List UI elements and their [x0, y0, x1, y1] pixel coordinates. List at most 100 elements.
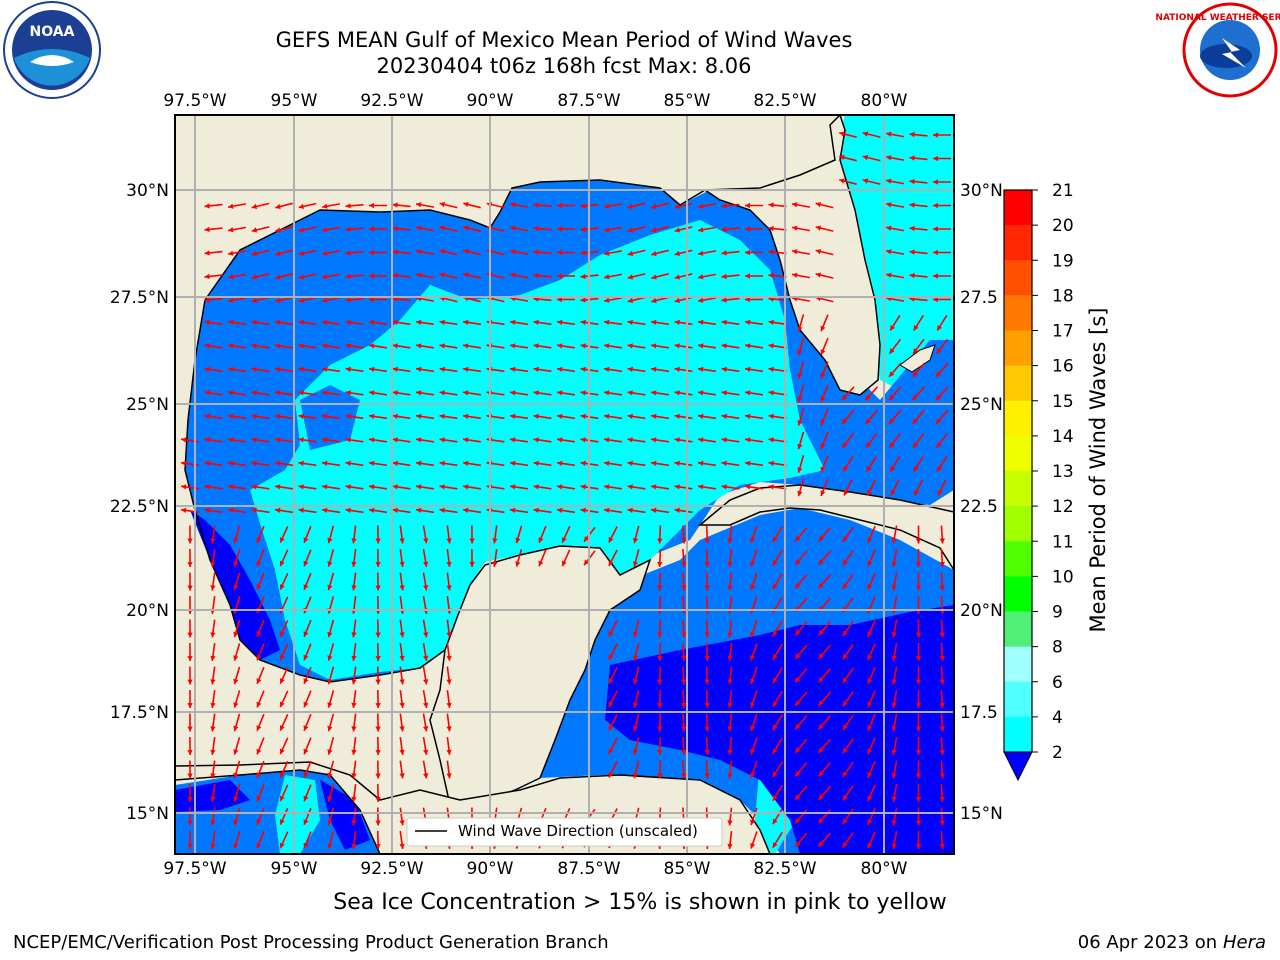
wind-arrow-head	[866, 466, 872, 472]
wind-arrow-head	[889, 348, 895, 354]
wind-arrow-head	[681, 702, 687, 708]
wind-arrow-head	[322, 203, 328, 209]
wind-arrow-head	[210, 632, 216, 638]
wind-arrow-head	[533, 249, 539, 255]
wind-arrow-head	[915, 562, 922, 567]
lat-tick-left-1: 30°N	[126, 181, 169, 201]
wind-arrow-head	[446, 538, 452, 544]
wind-arrow-head	[375, 679, 381, 685]
wind-arrow-head	[298, 437, 304, 443]
wind-arrow-head	[818, 794, 824, 800]
wind-arrow-head	[375, 632, 381, 638]
wind-arrow-head	[842, 841, 848, 848]
wind-arrow-head	[228, 507, 234, 513]
wind-arrow-head	[772, 677, 778, 684]
colorbar-tick-label: 12	[1052, 497, 1074, 517]
wind-arrow-head	[181, 437, 187, 443]
wind-arrow-head	[187, 538, 193, 544]
wind-arrow-head	[492, 538, 498, 544]
wind-arrow-head	[912, 371, 918, 377]
wind-arrow-head	[795, 676, 801, 683]
wind-arrow-head	[181, 484, 187, 490]
lat-tick-left-7: 15°N	[126, 804, 169, 824]
wind-arrow-head	[750, 749, 756, 755]
wind-arrow-head	[627, 250, 634, 257]
wind-arrow-head	[627, 319, 633, 325]
wind-arrow-head	[345, 460, 351, 466]
colorbar-tick-label: 13	[1052, 462, 1074, 482]
wind-arrow-head	[228, 203, 234, 209]
wind-arrow-head	[256, 772, 262, 778]
lon-tick-top-7: 82.5°W	[753, 91, 816, 111]
wind-arrow-head	[322, 507, 328, 513]
wind-arrow-head	[604, 343, 610, 349]
wind-arrow-head	[842, 818, 848, 824]
wind-arrow-head	[557, 437, 563, 443]
nws-logo: NATIONAL WEATHER SERVICE	[1155, 2, 1280, 98]
legend-label: Wind Wave Direction (unscaled)	[458, 822, 698, 840]
wind-arrow-head	[772, 701, 778, 707]
wind-arrow-head	[674, 484, 680, 490]
wind-arrow-head	[750, 561, 756, 567]
wind-arrow-head	[772, 583, 778, 590]
wind-arrow-head	[632, 749, 639, 755]
colorbar-tick-label: 4	[1052, 708, 1063, 728]
wind-arrow-head	[795, 629, 801, 636]
wind-arrow-head	[627, 203, 634, 210]
wind-arrow-head	[392, 460, 398, 466]
wind-arrow-head	[351, 749, 357, 755]
wind-arrow-head	[909, 272, 915, 279]
wind-arrow-head	[867, 819, 873, 825]
wind-arrow-head	[608, 630, 614, 637]
gridlines	[175, 115, 954, 854]
lon-ticks: 97.5°W 95°W 92.5°W 90°W 87.5°W 85°W 82.5…	[163, 91, 907, 879]
wind-arrow-head	[886, 131, 892, 137]
wind-arrow-head	[750, 631, 756, 637]
wind-arrow-head	[298, 203, 305, 209]
wind-arrow-head	[510, 249, 516, 255]
wind-arrow-head	[608, 701, 614, 707]
wind-arrow-head	[792, 202, 798, 208]
wind-arrow-head	[557, 390, 563, 396]
wind-arrow-head	[820, 490, 826, 496]
wind-arrow-head	[463, 319, 469, 325]
wind-arrow-head	[439, 507, 445, 513]
wind-arrow-head	[772, 818, 778, 825]
wind-arrow-head	[251, 250, 258, 257]
colorbar-band	[1004, 646, 1032, 683]
wind-arrow-head	[345, 250, 351, 256]
wind-arrow-head	[584, 536, 590, 542]
wind-arrow-head	[399, 585, 405, 591]
colorbar-tick-label: 6	[1052, 673, 1063, 693]
wind-arrow-head	[322, 366, 328, 372]
wind-arrow-head	[322, 297, 328, 303]
wind-arrow-head	[557, 366, 563, 372]
wind-arrow-head	[608, 677, 614, 684]
wind-arrow-head	[375, 844, 381, 849]
wind-arrow-head	[210, 585, 216, 591]
wind-arrow-head	[298, 343, 304, 349]
wind-arrow-head	[533, 460, 539, 466]
colorbar-band	[1004, 295, 1032, 331]
wind-arrow-head	[891, 538, 897, 544]
wind-arrow-head	[632, 725, 639, 732]
wind-arrow-head	[867, 654, 873, 661]
wind-arrow-head	[632, 678, 639, 685]
wind-arrow-head	[351, 773, 357, 779]
wind-arrow-head	[721, 273, 727, 280]
wind-arrow-head	[515, 561, 521, 567]
wind-arrow-head	[704, 538, 710, 544]
wind-arrow-head	[510, 225, 516, 231]
wind-arrow-head	[886, 155, 892, 161]
wind-arrow-head	[327, 537, 333, 544]
colorbar-label: Mean Period of Wind Waves [s]	[1086, 307, 1110, 633]
wind-arrow-head	[439, 225, 446, 231]
wind-arrow-head	[275, 413, 281, 419]
wind-arrow-head	[704, 750, 710, 755]
wind-arrow-head	[369, 366, 375, 372]
wind-arrow-head	[557, 413, 563, 419]
wind-arrow-head	[492, 561, 498, 567]
wind-arrow-head	[557, 319, 563, 325]
wind-arrow-head	[375, 726, 381, 732]
period-lt2-pacific-2	[320, 780, 370, 850]
